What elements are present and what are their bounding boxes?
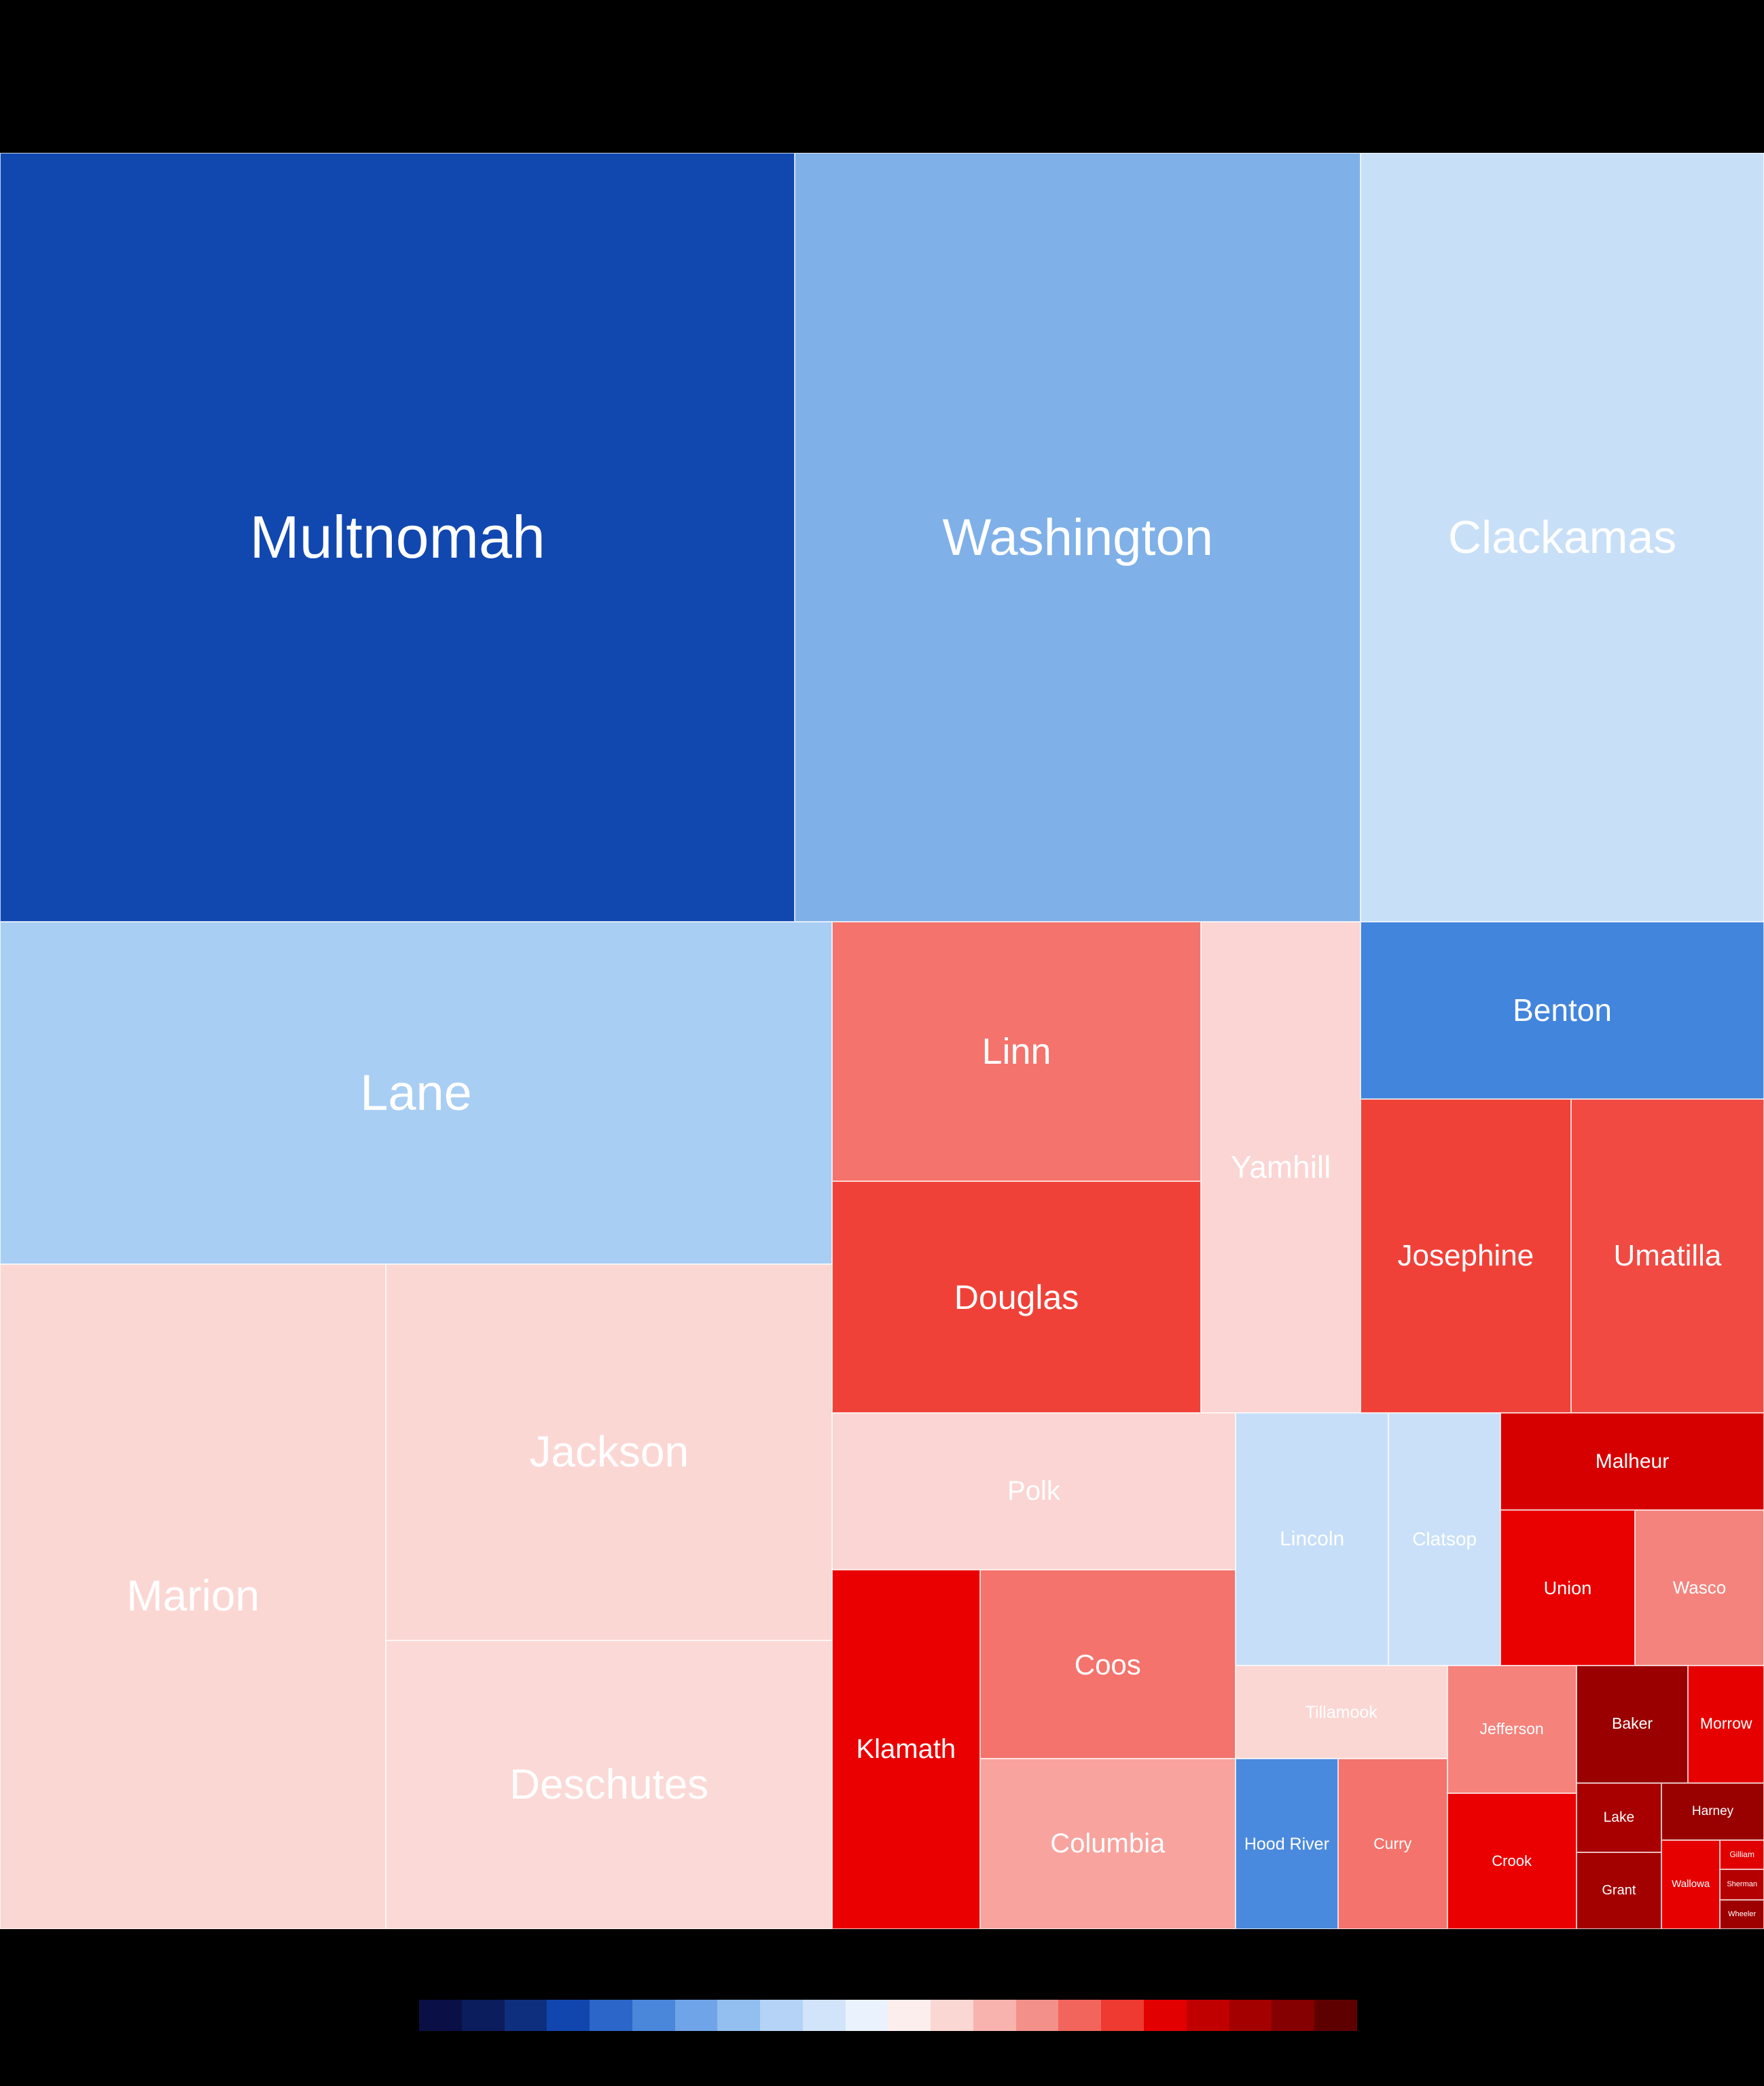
treemap-tile-wasco[interactable]: Wasco xyxy=(1634,1510,1764,1666)
treemap-tile-sherman[interactable]: Sherman xyxy=(1720,1869,1764,1900)
tile-label: Gilliam xyxy=(1729,1849,1754,1859)
header-band xyxy=(0,0,1764,153)
treemap-tile-multnomah[interactable]: Multnomah xyxy=(0,153,795,922)
tile-label: Marion xyxy=(126,1571,260,1621)
legend-color-cell xyxy=(504,2000,547,2031)
tile-label: Columbia xyxy=(1050,1829,1166,1859)
tile-label: Multnomah xyxy=(249,503,545,571)
legend-color-cell xyxy=(590,2000,632,2031)
treemap-tile-lincoln[interactable]: Lincoln xyxy=(1235,1413,1389,1666)
tile-label: Crook xyxy=(1492,1852,1532,1869)
treemap-tile-columbia[interactable]: Columbia xyxy=(979,1759,1236,1929)
tile-label: Grant xyxy=(1602,1883,1636,1899)
treemap-tile-wheeler[interactable]: Wheeler xyxy=(1720,1899,1764,1929)
treemap-tile-gilliam[interactable]: Gilliam xyxy=(1720,1839,1764,1869)
tile-label: Umatilla xyxy=(1613,1239,1722,1273)
tile-label: Linn xyxy=(982,1031,1051,1073)
treemap-tile-harney[interactable]: Harney xyxy=(1661,1782,1764,1840)
color-scale-legend xyxy=(419,2000,1357,2031)
treemap-tile-clatsop[interactable]: Clatsop xyxy=(1388,1413,1500,1666)
tile-label: Yamhill xyxy=(1230,1149,1331,1185)
legend-color-cell xyxy=(1101,2000,1145,2031)
tile-label: Tillamook xyxy=(1305,1702,1378,1722)
tile-label: Morrow xyxy=(1699,1714,1752,1733)
tile-label: Polk xyxy=(1007,1476,1060,1507)
treemap-tile-linn[interactable]: Linn xyxy=(832,922,1202,1182)
legend-color-cell xyxy=(760,2000,803,2031)
treemap-tile-polk[interactable]: Polk xyxy=(832,1413,1236,1570)
legend-color-cell xyxy=(419,2000,462,2031)
treemap-tile-hood-river[interactable]: Hood River xyxy=(1235,1759,1338,1929)
treemap-tile-jefferson[interactable]: Jefferson xyxy=(1447,1666,1577,1794)
treemap-tile-wallowa[interactable]: Wallowa xyxy=(1661,1839,1721,1929)
legend-color-cell xyxy=(1314,2000,1357,2031)
treemap-tile-marion[interactable]: Marion xyxy=(0,1263,386,1929)
tile-label: Union xyxy=(1543,1577,1592,1598)
treemap-tile-washington[interactable]: Washington xyxy=(795,153,1361,922)
tile-label: Curry xyxy=(1373,1834,1412,1852)
treemap-tile-deschutes[interactable]: Deschutes xyxy=(386,1640,832,1929)
treemap-tile-clackamas[interactable]: Clackamas xyxy=(1361,153,1764,922)
tile-label: Wasco xyxy=(1672,1577,1727,1598)
tile-label: Harney xyxy=(1691,1803,1734,1818)
legend-color-cell xyxy=(1015,2000,1059,2031)
legend-color-cell xyxy=(802,2000,846,2031)
tile-label: Wheeler xyxy=(1728,1910,1757,1919)
tile-label: Jackson xyxy=(529,1427,689,1477)
tile-label: Benton xyxy=(1513,992,1612,1028)
tile-label: Lincoln xyxy=(1280,1528,1345,1551)
legend-color-cell xyxy=(1229,2000,1272,2031)
legend-color-cell xyxy=(973,2000,1016,2031)
tile-label: Deschutes xyxy=(509,1761,709,1808)
legend-color-cell xyxy=(547,2000,590,2031)
tile-label: Baker xyxy=(1611,1714,1653,1733)
treemap-tile-grant[interactable]: Grant xyxy=(1576,1852,1662,1929)
treemap-tile-union[interactable]: Union xyxy=(1500,1510,1635,1666)
tile-label: Douglas xyxy=(954,1278,1079,1316)
treemap-tile-jackson[interactable]: Jackson xyxy=(386,1263,832,1641)
tile-label: Clatsop xyxy=(1412,1528,1477,1550)
treemap-tile-josephine[interactable]: Josephine xyxy=(1361,1098,1571,1414)
tile-label: Lake xyxy=(1603,1809,1635,1825)
legend-color-cell xyxy=(1144,2000,1187,2031)
treemap-tile-curry[interactable]: Curry xyxy=(1337,1759,1447,1929)
legend-color-cell xyxy=(931,2000,973,2031)
treemap-tile-coos[interactable]: Coos xyxy=(979,1570,1236,1759)
treemap-tile-baker[interactable]: Baker xyxy=(1576,1666,1689,1783)
legend-color-cell xyxy=(845,2000,888,2031)
tile-label: Klamath xyxy=(856,1734,956,1765)
treemap-tile-klamath[interactable]: Klamath xyxy=(832,1570,980,1929)
county-treemap: Multnomah Washington Clackamas Lane Marion Ja… xyxy=(0,153,1764,1929)
treemap-tile-benton[interactable]: Benton xyxy=(1361,922,1764,1099)
legend-color-cell xyxy=(717,2000,761,2031)
tile-label: Hood River xyxy=(1244,1834,1329,1854)
treemap-tile-umatilla[interactable]: Umatilla xyxy=(1570,1098,1764,1414)
legend-color-cell xyxy=(461,2000,505,2031)
treemap-tile-malheur[interactable]: Malheur xyxy=(1500,1413,1764,1511)
treemap-tile-lake[interactable]: Lake xyxy=(1576,1782,1662,1852)
tile-label: Coos xyxy=(1074,1648,1141,1680)
tile-label: Jefferson xyxy=(1479,1720,1544,1738)
tile-label: Clackamas xyxy=(1447,511,1677,564)
tile-label: Sherman xyxy=(1727,1880,1757,1889)
legend-color-cell xyxy=(632,2000,675,2031)
tile-label: Washington xyxy=(942,508,1214,567)
tile-label: Wallowa xyxy=(1672,1877,1710,1890)
legend-color-cell xyxy=(888,2000,931,2031)
treemap-tile-yamhill[interactable]: Yamhill xyxy=(1201,922,1361,1414)
treemap-tile-lane[interactable]: Lane xyxy=(0,922,832,1264)
treemap-tile-tillamook[interactable]: Tillamook xyxy=(1235,1666,1447,1759)
treemap-tile-morrow[interactable]: Morrow xyxy=(1688,1666,1764,1783)
tile-label: Josephine xyxy=(1397,1239,1534,1273)
legend-color-cell xyxy=(674,2000,718,2031)
legend-color-cell xyxy=(1272,2000,1315,2031)
treemap-tile-crook[interactable]: Crook xyxy=(1447,1793,1577,1929)
tile-label: Malheur xyxy=(1595,1450,1670,1473)
treemap-tile-douglas[interactable]: Douglas xyxy=(832,1181,1202,1414)
legend-color-cell xyxy=(1058,2000,1102,2031)
legend-color-cell xyxy=(1186,2000,1229,2031)
tile-label: Lane xyxy=(360,1064,472,1121)
